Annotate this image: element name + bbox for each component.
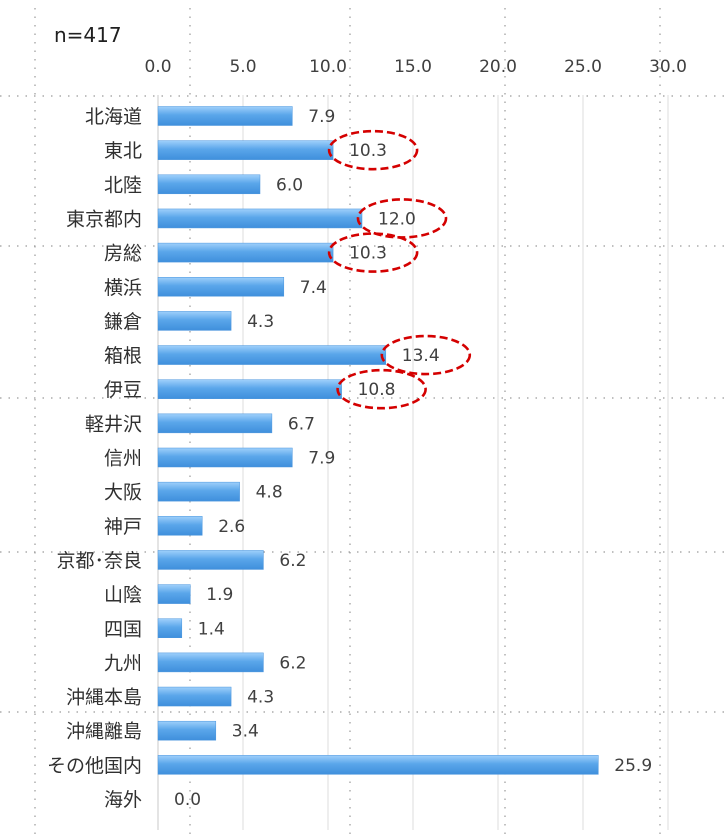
bar (157, 242, 334, 263)
bar (157, 652, 264, 673)
value-label: 4.8 (256, 483, 283, 503)
category-label: 沖縄本島 (66, 687, 142, 709)
highlight-ellipse (380, 334, 472, 376)
sample-size-note: n=417 (54, 23, 122, 47)
bar (157, 618, 183, 638)
value-label: 13.4 (402, 346, 440, 366)
value-label: 2.6 (218, 517, 245, 537)
category-label: 房総 (104, 243, 142, 265)
bar (157, 686, 232, 707)
category-label: 東北 (104, 140, 142, 162)
bars (157, 106, 599, 775)
value-label: 0.0 (174, 790, 201, 810)
category-label: 北陸 (104, 174, 142, 196)
bar (157, 516, 203, 536)
value-label: 6.7 (288, 414, 315, 434)
category-label: その他国内 (47, 755, 142, 777)
bar (157, 140, 334, 160)
x-tick-label: 5.0 (229, 57, 256, 77)
value-label: 4.3 (247, 688, 274, 708)
category-label: 神戸 (104, 516, 142, 538)
value-label: 6.0 (276, 175, 303, 195)
category-label: 沖縄離島 (66, 721, 142, 743)
bar (157, 277, 285, 297)
x-tick-label: 10.0 (309, 57, 347, 77)
value-label: 10.3 (349, 244, 387, 264)
value-label: 25.9 (614, 756, 652, 776)
bar (157, 208, 363, 229)
bar (157, 379, 342, 399)
category-label: 四国 (104, 618, 142, 640)
highlight-ellipse (336, 368, 427, 410)
value-label: 10.8 (358, 380, 396, 400)
bar (157, 413, 273, 434)
x-tick-label: 15.0 (394, 57, 432, 77)
x-tick-label: 25.0 (564, 57, 602, 77)
category-labels: 北海道東北北陸東京都内房総横浜鎌倉箱根伊豆軽井沢信州大阪神戸京都･奈良山陰四国九… (47, 106, 142, 811)
value-label: 12.0 (378, 209, 416, 229)
value-label: 3.4 (232, 722, 259, 742)
value-labels: 7.9 10.3 6.0 12.0 10.3 7.4 4.3 13.4 10.8 6.7 7.9 4.… (174, 107, 652, 810)
category-label: 九州 (104, 652, 142, 674)
value-label: 1.9 (206, 585, 233, 605)
value-label: 6.2 (279, 551, 306, 571)
bar (157, 106, 293, 126)
highlight-ellipse (327, 232, 419, 273)
value-label: 7.9 (308, 449, 335, 469)
bar (157, 447, 293, 468)
bar (157, 550, 264, 570)
category-label: 海外 (104, 789, 142, 811)
x-tick-label: 20.0 (479, 57, 517, 77)
value-label: 6.2 (279, 653, 306, 673)
bar (157, 311, 232, 331)
x-tick-label: 30.0 (649, 57, 687, 77)
value-label: 10.3 (349, 141, 387, 161)
bar (157, 345, 387, 365)
category-label: 信州 (104, 448, 142, 470)
value-label: 4.3 (247, 312, 274, 332)
bar (157, 481, 240, 502)
category-label: 軽井沢 (85, 413, 142, 435)
x-tick-label: 0.0 (144, 57, 171, 77)
category-label: 京都･奈良 (56, 550, 142, 572)
value-label: 1.4 (198, 619, 225, 639)
bar (157, 174, 261, 195)
bar (157, 584, 191, 604)
category-label: 伊豆 (104, 379, 142, 401)
value-label: 7.4 (300, 278, 327, 298)
category-label: 大阪 (104, 482, 142, 504)
category-label: 鎌倉 (104, 311, 142, 333)
highlight-marks (327, 129, 472, 410)
category-label: 北海道 (85, 106, 142, 128)
value-label: 7.9 (308, 107, 335, 127)
highlight-ellipse (327, 129, 419, 171)
category-label: 箱根 (104, 345, 142, 367)
x-axis-ticks: 0.0 5.0 10.0 15.0 20.0 25.0 30.0 (144, 57, 686, 77)
category-label: 横浜 (104, 277, 142, 299)
bar (157, 720, 217, 741)
category-label: 山陰 (104, 584, 142, 606)
category-label: 東京都内 (66, 208, 142, 230)
bar (157, 755, 599, 775)
